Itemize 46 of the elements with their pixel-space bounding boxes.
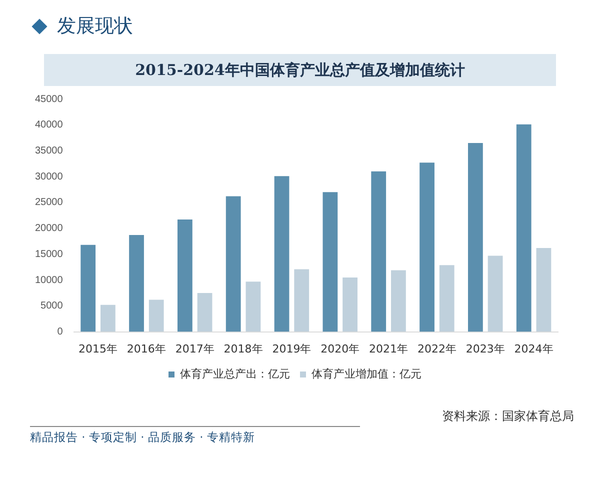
bar [468, 142, 483, 332]
legend-label: 体育产业总产出：亿元 [180, 367, 290, 380]
bar [488, 256, 503, 332]
bar [197, 293, 212, 332]
y-tick-label: 30000 [34, 171, 64, 182]
bar [226, 196, 241, 332]
bar [322, 192, 338, 332]
y-tick-label: 40000 [34, 120, 64, 131]
x-tick-label: 2019年 [272, 342, 312, 356]
y-tick-label: 45000 [34, 94, 64, 105]
y-tick-label: 25000 [34, 197, 64, 208]
bar [371, 171, 386, 332]
legend-label: 体育产业增加值：亿元 [312, 367, 422, 380]
bar [294, 269, 310, 332]
bar [246, 282, 261, 332]
bar [129, 235, 144, 332]
bar [536, 248, 552, 332]
bar [148, 300, 164, 332]
chart-title: 2015-2024年中国体育产业总产值及增加值统计 [135, 60, 465, 80]
x-tick-label: 2015年 [78, 342, 118, 356]
y-tick-label: 10000 [34, 274, 64, 286]
y-tick-label: 0 [57, 326, 64, 338]
x-tick-label: 2017年 [175, 342, 214, 356]
x-tick-label: 2018年 [224, 342, 263, 356]
y-tick-label: 5000 [40, 300, 64, 312]
text: 资料来源：国家体育总局 [442, 408, 574, 425]
x-tick-label: 2024年 [514, 342, 554, 356]
y-tick-label: 15000 [34, 248, 64, 260]
bar [100, 304, 116, 332]
bar [177, 220, 192, 332]
bar [420, 162, 434, 332]
x-tick-label: 2016年 [126, 342, 166, 356]
bar [274, 176, 290, 332]
text: 精品报告 · 专项定制 · 品质服务 · 专精特新 [30, 426, 360, 445]
x-tick-label: 2021年 [369, 342, 408, 356]
y-tick-label: 20000 [34, 223, 64, 234]
bar [80, 244, 96, 332]
x-tick-label: 2022年 [417, 342, 456, 356]
bar [516, 124, 532, 332]
bar [342, 277, 358, 332]
bar [391, 270, 406, 332]
x-tick-label: 2020年 [320, 342, 360, 356]
bar [439, 265, 454, 332]
x-tick-label: 2023年 [466, 342, 505, 356]
chart-subtitle: 发展现状 [57, 14, 133, 39]
y-tick-label: 35000 [34, 145, 64, 156]
